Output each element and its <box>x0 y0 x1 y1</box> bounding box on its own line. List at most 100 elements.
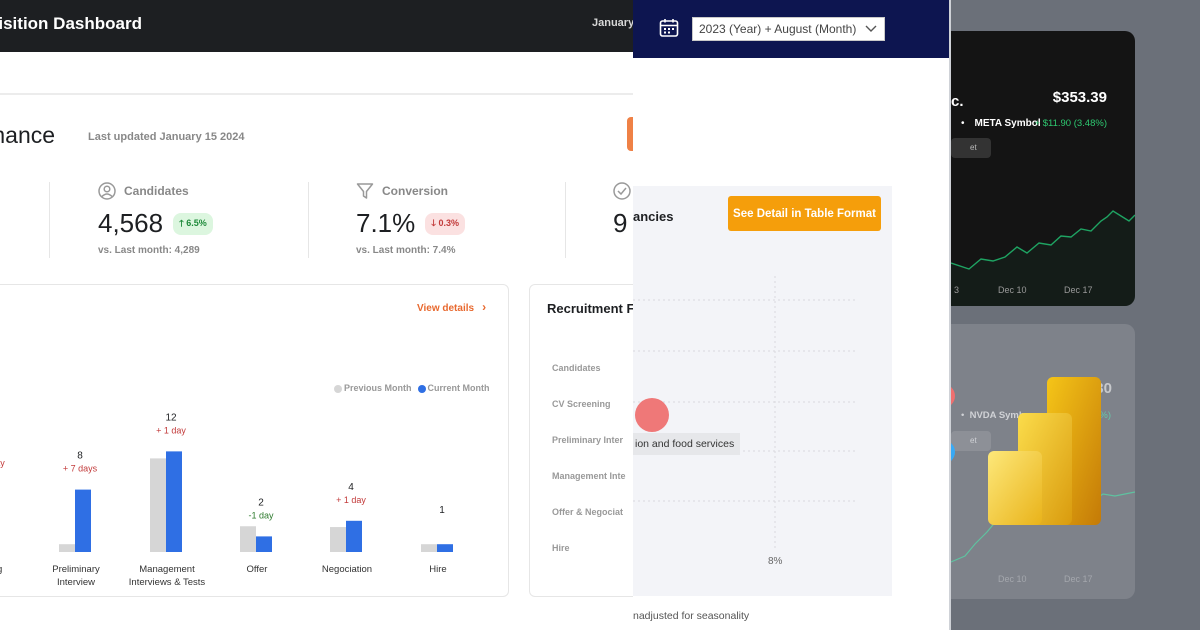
kpi-comparison: vs. Last month: 4,289 <box>98 245 200 256</box>
chevron-down-icon <box>865 25 877 32</box>
kpi-partial: 9 <box>613 182 631 239</box>
category-label: Negociation <box>322 564 372 575</box>
check-circle-icon <box>613 182 631 200</box>
bar-previous-month <box>150 458 166 552</box>
kpi-change-badge: 🡑 6.5% <box>173 212 213 235</box>
dashboard-title: uisition Dashboard <box>0 14 142 33</box>
bar-previous-month <box>59 544 75 552</box>
user-circle-icon <box>98 182 116 200</box>
kpi-value: 9 <box>613 208 628 238</box>
bar-change-label: ay <box>0 458 5 468</box>
legend-previous: Previous Month <box>334 383 412 393</box>
stock-date: Dec 17 <box>1064 574 1093 584</box>
stock-button[interactable]: et <box>951 431 991 451</box>
power-bi-logo <box>988 377 1101 525</box>
recruitment-dashboard: uisition Dashboard January mance Last up… <box>0 0 633 630</box>
bar-value-label: 2 <box>258 497 264 508</box>
funnel-title: Recruitment F <box>547 301 633 316</box>
bar-previous-month <box>330 527 346 552</box>
header-divider <box>0 93 633 95</box>
stock-sparkline <box>951 210 1135 306</box>
bar-current-month <box>166 451 182 552</box>
stock-symbol: • META Symbol <box>961 118 1041 129</box>
bar-value-label: 1 <box>439 505 445 516</box>
bar-value-label: 4 <box>348 482 354 493</box>
stock-name: c. <box>951 93 964 110</box>
report-panel: 2023 (Year) + August (Month) ancies See … <box>633 0 951 630</box>
legend-dot <box>334 384 342 393</box>
x-tick-label: 8% <box>768 556 783 567</box>
calendar-icon <box>659 19 679 37</box>
stock-change: + $11.90 (3.48%) <box>1034 118 1107 129</box>
stock-date: Dec 10 <box>998 574 1027 584</box>
date-selector[interactable]: January <box>592 17 633 29</box>
funnel-stage-label: Preliminary Inter <box>552 435 624 445</box>
funnel-stage-label: Hire <box>552 543 570 553</box>
stock-date: Dec 10 <box>998 285 1027 295</box>
kpi-value: 4,568 <box>98 208 164 238</box>
category-label: Interviews & Tests <box>129 577 206 588</box>
recruitment-funnel-card <box>529 284 633 597</box>
legend-dot <box>417 384 426 393</box>
kpi-divider <box>565 182 566 258</box>
chart-legend: Previous Month Current Month <box>334 383 490 393</box>
stock-price: $353.39 <box>1052 89 1107 106</box>
performance-title: mance <box>0 122 56 148</box>
bar-previous-month <box>421 544 437 552</box>
bar-change-label: + 1 day <box>156 425 186 435</box>
stock-symbol: • NVDA Symb <box>961 410 1025 421</box>
stock-date: 3 <box>954 285 960 295</box>
bar-previous-month <box>240 526 256 552</box>
scatter-visual <box>633 186 892 596</box>
funnel-stage-label: CV Screening <box>552 399 611 409</box>
kpi-label: Conversion <box>382 184 449 198</box>
scatter-gridlines <box>633 276 855 548</box>
stock-date: Dec 17 <box>1064 285 1093 295</box>
funnel-stage-label: Offer & Negociat <box>552 507 624 517</box>
period-select[interactable]: 2023 (Year) + August (Month) <box>692 17 885 41</box>
stock-cards-panel: c. $353.39 • META Symbol + $11.90 (3.48%)… <box>951 0 1200 630</box>
bar-value-label: 8 <box>77 451 83 462</box>
bar-current-month <box>346 520 362 552</box>
kpi-divider <box>308 182 309 258</box>
kpi-change-badge: 🡓 0.3% <box>425 212 465 235</box>
stock-card-nvda[interactable]: 8.30 • NVDA Symb (0.23%) et Dec 10 Dec 1… <box>951 324 1135 599</box>
category-label: Preliminary <box>52 564 100 575</box>
kpi-divider <box>49 182 50 258</box>
chevron-right-icon: › <box>482 300 487 314</box>
kpi-comparison: vs. Last month: 7.4% <box>356 245 456 256</box>
kpi-value: 7.1% <box>356 208 416 238</box>
stock-card-meta[interactable]: c. $353.39 • META Symbol + $11.90 (3.48%)… <box>951 31 1135 306</box>
scatter-bubble[interactable] <box>635 398 669 432</box>
category-label: Offer <box>247 564 268 575</box>
view-details-link[interactable]: View details › <box>417 300 487 314</box>
last-updated: Last updated January 15 2024 <box>88 131 245 143</box>
bubble-tooltip: ion and food services <box>633 433 741 455</box>
bar-change-label: -1 day <box>248 510 274 520</box>
visual-title: ancies <box>633 209 674 224</box>
report-nav-bar: 2023 (Year) + August (Month) <box>633 0 951 58</box>
red-marker <box>951 384 955 408</box>
bar-current-month <box>75 489 91 552</box>
category-label: Hire <box>429 564 446 575</box>
funnel-icon <box>356 183 374 199</box>
funnel-stage-label: Candidates <box>552 363 601 373</box>
funnel-stage-label: Management Inte <box>552 471 626 481</box>
kpi-label: Candidates <box>124 184 189 198</box>
bar-current-month <box>256 536 272 552</box>
footnote: nadjusted for seasonality <box>633 610 750 622</box>
kpi-candidates: Candidates 4,568 🡑 6.5% vs. Last month: … <box>98 182 213 256</box>
category-label: Management <box>139 564 195 575</box>
action-button-edge[interactable] <box>627 117 633 151</box>
legend-current: Current Month <box>417 383 490 393</box>
panel-edge <box>949 0 951 630</box>
blue-marker <box>951 440 955 464</box>
bar-value-label: 12 <box>165 412 177 423</box>
see-detail-button[interactable]: See Detail in Table Format <box>728 196 881 231</box>
bar-change-label: + 7 days <box>63 464 98 474</box>
kpi-conversion: Conversion 7.1% 🡓 0.3% vs. Last month: 7… <box>356 182 465 256</box>
stock-button[interactable]: et <box>951 138 991 158</box>
bar-change-label: + 1 day <box>336 495 366 505</box>
category-label: ing <box>0 564 2 575</box>
